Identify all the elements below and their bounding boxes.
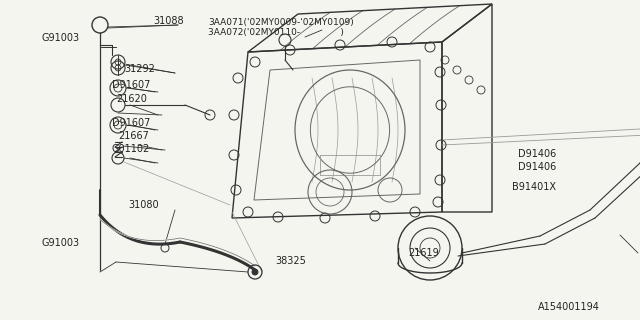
Text: G01102: G01102 xyxy=(112,144,150,154)
Text: 3AA071('02MY0009-'02MY0109): 3AA071('02MY0009-'02MY0109) xyxy=(208,18,354,27)
Text: D91607: D91607 xyxy=(112,118,150,128)
Circle shape xyxy=(252,269,258,275)
Text: G91003: G91003 xyxy=(42,238,80,248)
Text: G91003: G91003 xyxy=(42,33,80,44)
Text: A154001194: A154001194 xyxy=(538,301,600,312)
Text: D91607: D91607 xyxy=(112,80,150,90)
Text: 31292: 31292 xyxy=(125,64,156,74)
Text: 38325: 38325 xyxy=(275,256,306,266)
Text: B91401X: B91401X xyxy=(512,182,556,192)
Text: 31088: 31088 xyxy=(154,16,184,26)
Text: D91406: D91406 xyxy=(518,148,557,159)
Text: 21667: 21667 xyxy=(118,131,149,141)
Text: 21619: 21619 xyxy=(408,248,439,258)
Text: D91406: D91406 xyxy=(518,162,557,172)
Text: 21620: 21620 xyxy=(116,94,147,104)
Text: 31080: 31080 xyxy=(128,200,159,210)
Text: 3AA072('02MY0110-              ): 3AA072('02MY0110- ) xyxy=(208,28,344,36)
